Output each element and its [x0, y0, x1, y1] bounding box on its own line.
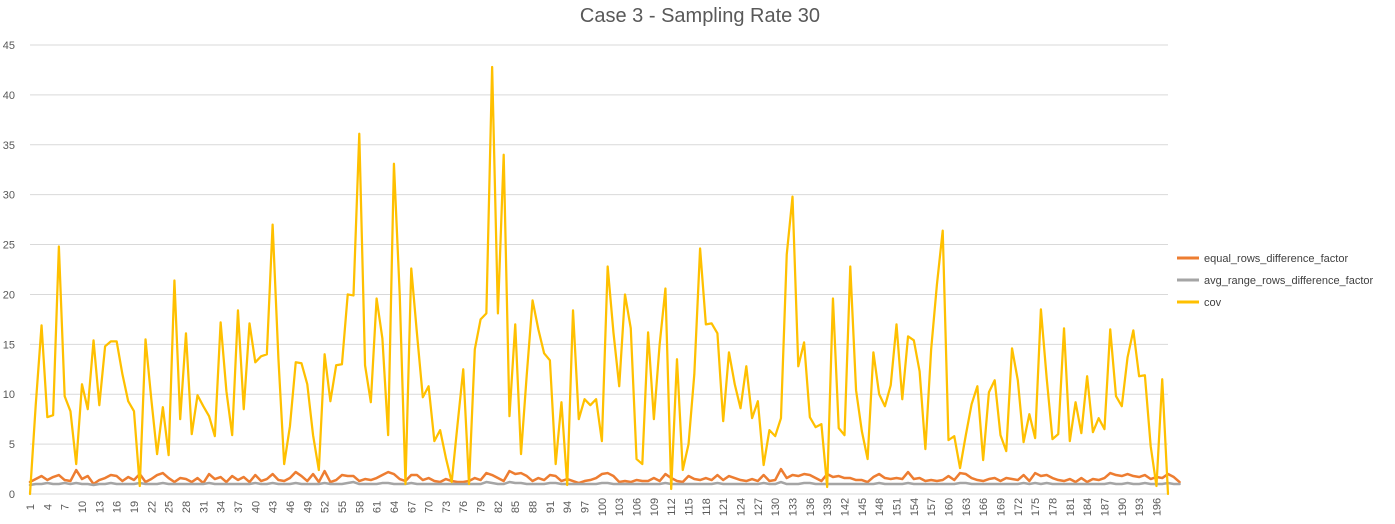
y-tick-label: 25 [3, 240, 15, 252]
x-tick-label: 178 [1047, 498, 1059, 516]
x-tick-label: 118 [701, 498, 713, 516]
x-tick-label: 94 [562, 501, 574, 513]
x-tick-label: 175 [1030, 498, 1042, 516]
x-tick-label: 106 [632, 498, 644, 516]
x-tick-label: 19 [129, 501, 141, 513]
x-tick-label: 67 [406, 501, 418, 513]
x-tick-label: 163 [961, 498, 973, 516]
x-tick-label: 109 [649, 498, 661, 516]
x-tick-label: 25 [164, 501, 176, 513]
x-tick-label: 61 [372, 501, 384, 513]
x-tick-label: 28 [181, 501, 193, 513]
x-tick-label: 97 [580, 501, 592, 513]
chart-title: Case 3 - Sampling Rate 30 [580, 5, 820, 27]
x-tick-label: 73 [441, 501, 453, 513]
x-tick-label: 112 [666, 498, 678, 516]
x-tick-label: 52 [320, 501, 332, 513]
x-tick-label: 7 [60, 504, 72, 510]
x-tick-label: 124 [736, 498, 748, 516]
x-tick-label: 160 [943, 498, 955, 516]
x-tick-label: 16 [112, 501, 124, 513]
x-tick-label: 22 [146, 501, 158, 513]
series-line-equal-rows-difference-factor [28, 467, 1181, 486]
x-tick-label: 142 [840, 498, 852, 516]
x-tick-label: 187 [1099, 498, 1111, 516]
x-tick-label: 13 [94, 501, 106, 513]
x-tick-label: 181 [1065, 498, 1077, 516]
y-tick-label: 45 [3, 40, 15, 52]
x-tick-label: 34 [216, 501, 228, 513]
x-tick-label: 154 [909, 498, 921, 516]
y-tick-label: 35 [3, 140, 15, 152]
x-tick-label: 46 [285, 501, 297, 513]
x-tick-label: 88 [528, 501, 540, 513]
x-tick-label: 82 [493, 501, 505, 513]
series-lines [28, 65, 1181, 496]
y-tick-label: 30 [3, 190, 15, 202]
x-tick-label: 145 [857, 498, 869, 516]
x-tick-label: 172 [1013, 498, 1025, 516]
legend[interactable]: equal_rows_difference_factor avg_range_ro… [1177, 253, 1374, 309]
x-tick-label: 190 [1117, 498, 1129, 516]
x-tick-label: 169 [995, 498, 1007, 516]
x-tick-label: 55 [337, 501, 349, 513]
y-tick-label: 15 [3, 339, 15, 351]
x-tick-label: 148 [874, 498, 886, 516]
x-tick-label: 115 [684, 498, 696, 516]
x-tick-label: 49 [302, 501, 314, 513]
y-tick-label: 0 [9, 489, 15, 501]
x-tick-label: 100 [597, 498, 609, 516]
x-tick-label: 103 [614, 498, 626, 516]
y-tick-label: 20 [3, 289, 15, 301]
x-tick-label: 43 [268, 501, 280, 513]
x-tick-label: 31 [198, 501, 210, 513]
x-tick-label: 91 [545, 501, 557, 513]
x-tick-label: 1 [25, 504, 37, 510]
x-tick-label: 85 [510, 501, 522, 513]
legend-entry-label[interactable]: avg_range_rows_difference_factor [1204, 275, 1374, 287]
x-tick-label: 79 [476, 501, 488, 513]
x-tick-label: 58 [354, 501, 366, 513]
x-tick-label: 40 [250, 501, 262, 513]
x-tick-label: 76 [458, 501, 470, 513]
series-line-avg-range-rows-difference-factor [28, 480, 1181, 487]
legend-entry-label[interactable]: equal_rows_difference_factor [1204, 253, 1348, 265]
legend-entry-label[interactable]: cov [1204, 297, 1222, 309]
x-tick-label: 157 [926, 498, 938, 516]
y-tick-label: 10 [3, 389, 15, 401]
x-tick-label: 130 [770, 498, 782, 516]
y-tick-label: 40 [3, 90, 15, 102]
x-tick-label: 10 [77, 501, 89, 513]
x-tick-label: 196 [1151, 498, 1163, 516]
x-tick-label: 151 [891, 498, 903, 516]
x-tick-label: 184 [1082, 498, 1094, 516]
x-tick-label: 166 [978, 498, 990, 516]
x-tick-label: 136 [805, 498, 817, 516]
x-tick-label: 127 [753, 498, 765, 516]
x-tick-label: 70 [424, 501, 436, 513]
x-tick-label: 64 [389, 501, 401, 513]
y-axis-ticks: 0 5 10 15 20 25 30 35 40 45 [3, 40, 15, 501]
x-axis-ticks: 1 4 7 10 13 16 19 22 25 28 31 34 37 40 43 46 49 52 55 58 61 6… [25, 498, 1163, 516]
x-tick-label: 121 [718, 498, 730, 516]
y-tick-label: 5 [9, 439, 15, 451]
x-tick-label: 193 [1134, 498, 1146, 516]
x-tick-label: 133 [788, 498, 800, 516]
series-line-cov [28, 65, 1170, 496]
x-tick-label: 4 [42, 504, 54, 510]
x-tick-label: 139 [822, 498, 834, 516]
x-tick-label: 37 [233, 501, 245, 513]
